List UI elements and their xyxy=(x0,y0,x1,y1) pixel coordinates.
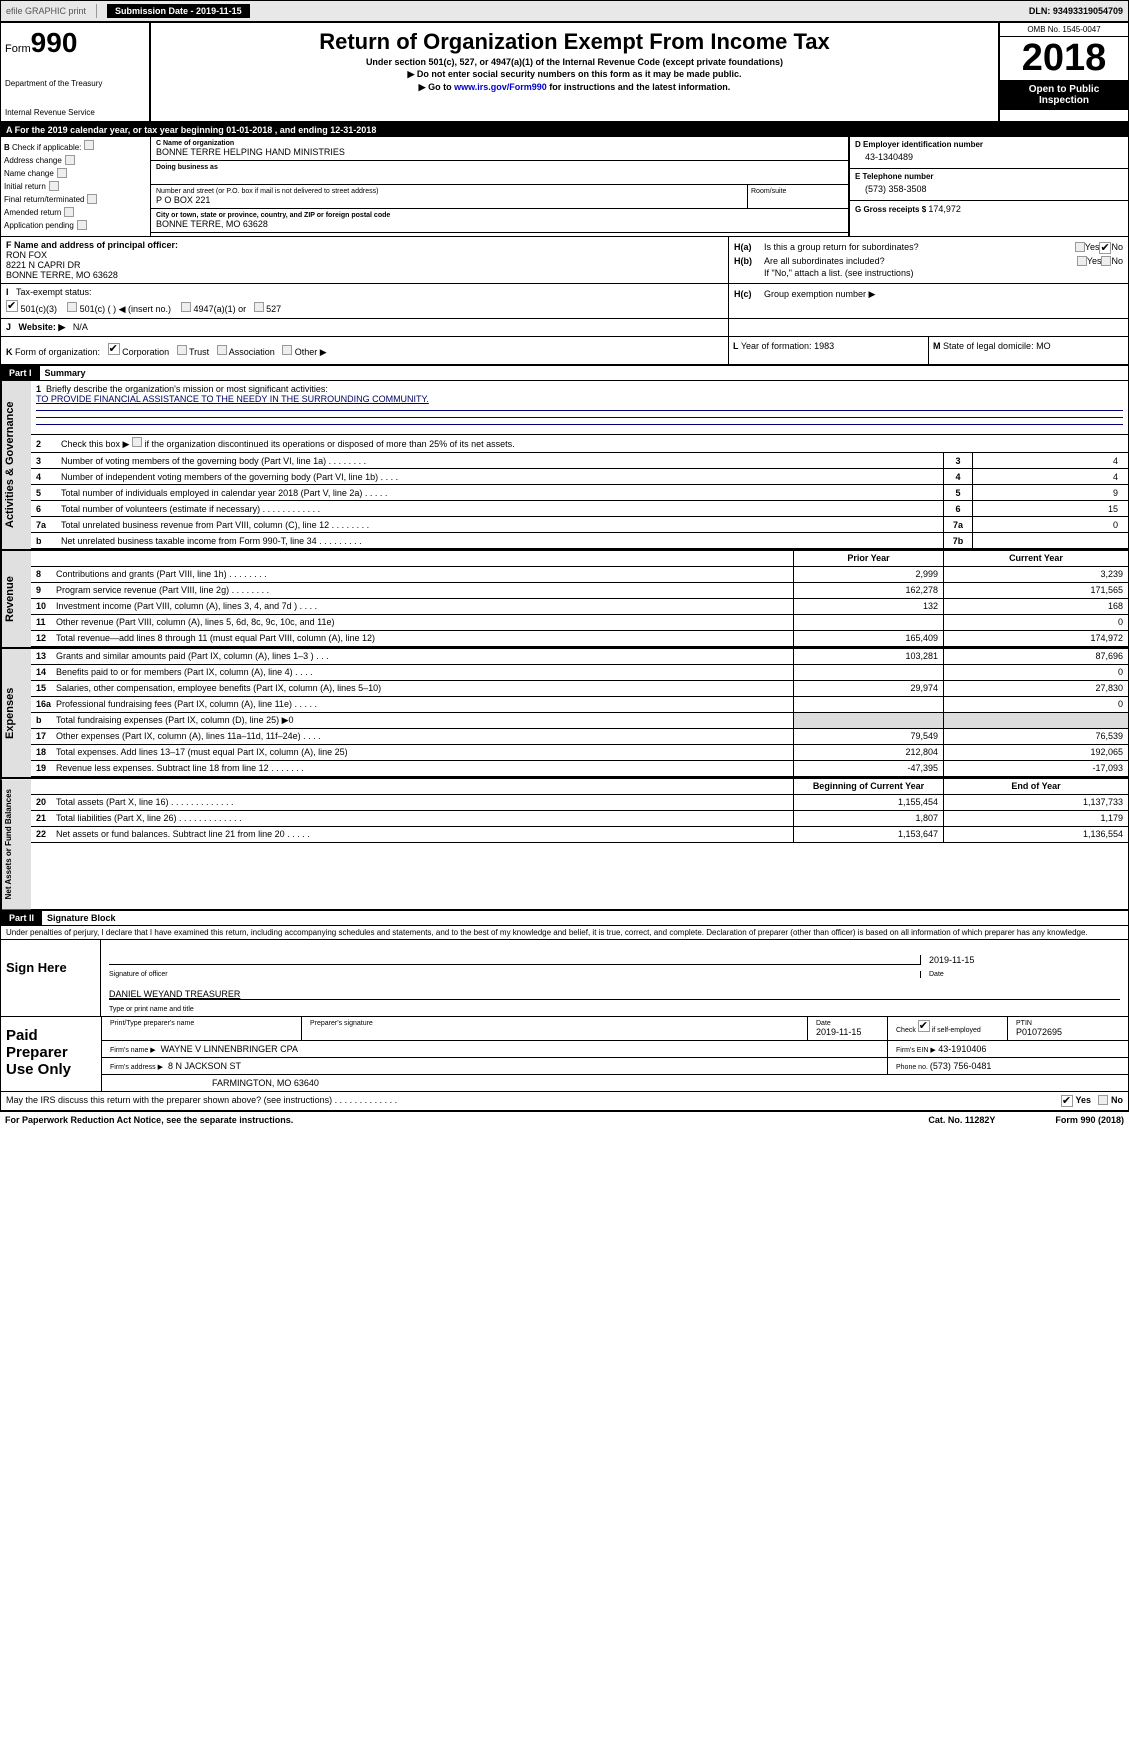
side-revenue: Revenue xyxy=(1,551,31,647)
efile-label: efile GRAPHIC print xyxy=(6,6,86,16)
row-i: I Tax-exempt status: 501(c)(3) 501(c) ( … xyxy=(1,284,728,318)
line-13: 13Grants and similar amounts paid (Part … xyxy=(31,649,1128,665)
side-governance: Activities & Governance xyxy=(1,381,31,549)
sig-date: 2019-11-15 xyxy=(929,955,974,965)
firm-row: Firm's address ▶Firm's name ▶ WAYNE V LI… xyxy=(102,1041,1128,1058)
row-k: K Form of organization: Corporation Trus… xyxy=(1,337,1128,366)
sign-here: Sign Here xyxy=(1,940,101,1016)
side-expenses: Expenses xyxy=(1,649,31,777)
row-h: H(a)Is this a group return for subordina… xyxy=(728,237,1128,283)
submission-date: Submission Date - 2019-11-15 xyxy=(107,4,250,18)
addr-row: Firm's address ▶ 8 N JACKSON ST Phone no… xyxy=(102,1058,1128,1075)
room-label: Room/suite xyxy=(748,185,848,209)
irs-link[interactable]: www.irs.gov/Form990 xyxy=(454,82,547,92)
line-14: 14Benefits paid to or for members (Part … xyxy=(31,665,1128,681)
g-label: G Gross receipts $ xyxy=(855,205,928,214)
street: P O BOX 221 xyxy=(156,195,742,205)
line-22: 22Net assets or fund balances. Subtract … xyxy=(31,827,1128,843)
header-right: OMB No. 1545-0047 2018 Open to Public In… xyxy=(998,23,1128,121)
dba-label: Doing business as xyxy=(156,164,843,171)
line-9: 9Program service revenue (Part VIII, lin… xyxy=(31,583,1128,599)
line-3: 3Number of voting members of the governi… xyxy=(31,453,1128,469)
line-6: 6Total number of volunteers (estimate if… xyxy=(31,501,1128,517)
gross: 174,972 xyxy=(928,204,961,214)
part1-header: Part ISummary xyxy=(1,366,1128,381)
row-j: J Website: ▶ N/A xyxy=(1,319,1128,337)
header-left: Form990 Department of the Treasury Inter… xyxy=(1,23,151,121)
signer-name: DANIEL WEYAND TREASURER xyxy=(109,989,1120,1000)
col-b: B Check if applicable: Address change Na… xyxy=(1,137,151,236)
line-15: 15Salaries, other compensation, employee… xyxy=(31,681,1128,697)
line-11: 11Other revenue (Part VIII, column (A), … xyxy=(31,615,1128,631)
ein: 43-1340489 xyxy=(855,149,1123,165)
line-20: 20Total assets (Part X, line 16) . . . .… xyxy=(31,795,1128,811)
line-18: 18Total expenses. Add lines 13–17 (must … xyxy=(31,745,1128,761)
line-4: 4Number of independent voting members of… xyxy=(31,469,1128,485)
perjury: Under penalties of perjury, I declare th… xyxy=(1,926,1128,940)
dln: DLN: 93493319054709 xyxy=(1029,6,1123,16)
org-name: BONNE TERRE HELPING HAND MINISTRIES xyxy=(156,147,843,157)
row-a: A For the 2019 calendar year, or tax yea… xyxy=(1,123,1128,137)
phone: (573) 358-3508 xyxy=(855,181,1123,197)
top-bar: efile GRAPHIC print Submission Date - 20… xyxy=(0,0,1129,22)
line-12: 12Total revenue—add lines 8 through 11 (… xyxy=(31,631,1128,647)
row-hc: H(c)Group exemption number ▶ xyxy=(728,284,1128,318)
line-21: 21Total liabilities (Part X, line 26) . … xyxy=(31,811,1128,827)
city: BONNE TERRE, MO 63628 xyxy=(156,219,843,229)
part2-header: Part IISignature Block xyxy=(1,909,1128,926)
line-16a: 16aProfessional fundraising fees (Part I… xyxy=(31,697,1128,713)
line-b: bTotal fundraising expenses (Part IX, co… xyxy=(31,713,1128,729)
form-990: Form990 Department of the Treasury Inter… xyxy=(0,22,1129,1112)
header-title: Return of Organization Exempt From Incom… xyxy=(151,23,998,121)
col-headers: Prior Year Current Year xyxy=(31,551,1128,567)
col-headers-2: Beginning of Current Year End of Year xyxy=(31,779,1128,795)
line-19: 19Revenue less expenses. Subtract line 1… xyxy=(31,761,1128,777)
line-2: 2 Check this box ▶ if the organization d… xyxy=(31,435,1128,453)
line-7a: 7aTotal unrelated business revenue from … xyxy=(31,517,1128,533)
row-f: F Name and address of principal officer:… xyxy=(1,237,728,283)
line-10: 10Investment income (Part VIII, column (… xyxy=(31,599,1128,615)
line-b: bNet unrelated business taxable income f… xyxy=(31,533,1128,549)
discuss-row: May the IRS discuss this return with the… xyxy=(1,1092,1128,1111)
line-5: 5Total number of individuals employed in… xyxy=(31,485,1128,501)
e-label: E Telephone number xyxy=(855,172,1123,181)
line-8: 8Contributions and grants (Part VIII, li… xyxy=(31,567,1128,583)
paid-preparer-label: Paid Preparer Use Only xyxy=(1,1017,101,1091)
footer: For Paperwork Reduction Act Notice, see … xyxy=(0,1112,1129,1128)
mission: 1 Briefly describe the organization's mi… xyxy=(31,381,1128,435)
line-17: 17Other expenses (Part IX, column (A), l… xyxy=(31,729,1128,745)
side-netassets: Net Assets or Fund Balances xyxy=(1,779,31,909)
preparer-row: Print/Type preparer's name Preparer's si… xyxy=(102,1017,1128,1041)
d-label: D Employer identification number xyxy=(855,140,1123,149)
c-label: C Name of organization xyxy=(156,140,843,147)
